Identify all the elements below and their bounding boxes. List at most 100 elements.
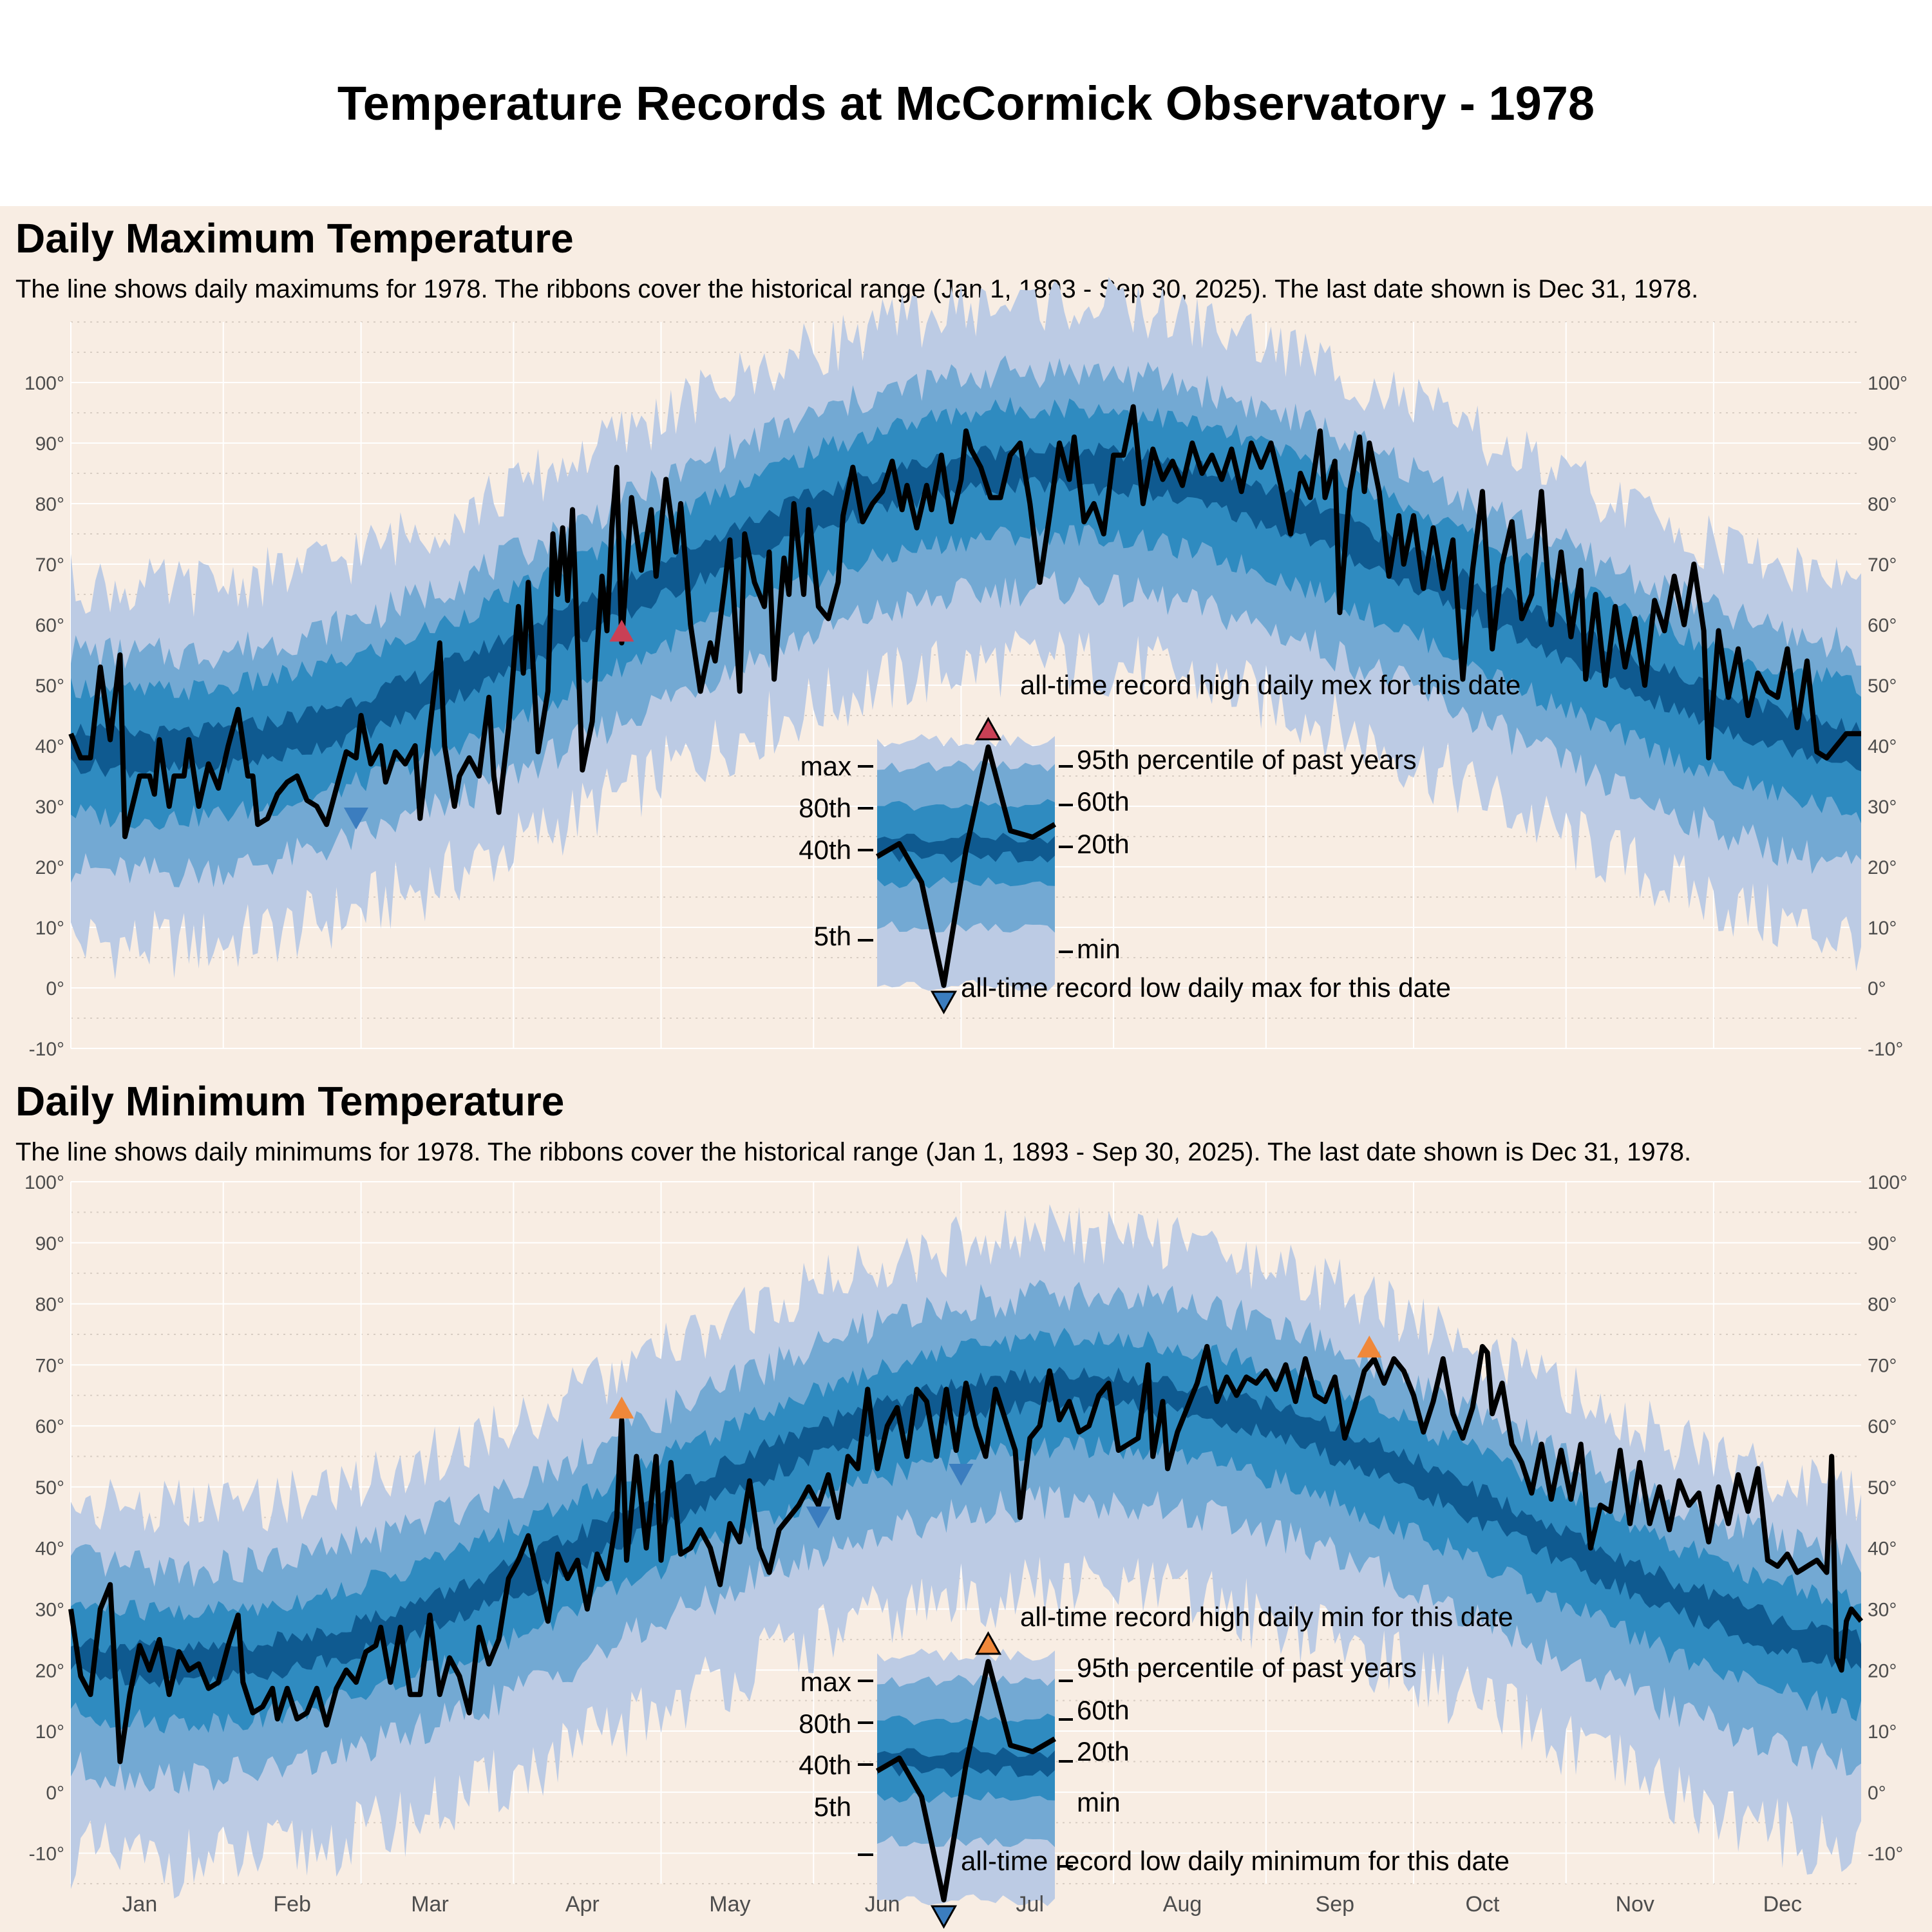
ribbon-5th-95th bbox=[71, 355, 1861, 887]
y-tick-label: 50° bbox=[1868, 676, 1897, 697]
legend-label-40th: 40th bbox=[799, 835, 851, 865]
ribbon-min-max bbox=[71, 277, 1861, 980]
y-tick-label: 100° bbox=[1868, 373, 1908, 394]
series-1978-line bbox=[68, 1343, 1864, 1765]
legend-label-80th: 80th bbox=[799, 793, 851, 823]
y-tick-label: 70° bbox=[35, 1355, 64, 1376]
y-tick-label: 60° bbox=[1868, 615, 1897, 636]
y-tick-label: 70° bbox=[1868, 554, 1897, 576]
legend-label-60th: 60th bbox=[1077, 786, 1130, 817]
record-high-marker bbox=[1357, 1335, 1382, 1358]
y-tick-label: 0° bbox=[46, 978, 64, 999]
page-title: Temperature Records at McCormick Observa… bbox=[337, 77, 1595, 130]
y-tick-label: 40° bbox=[1868, 736, 1897, 757]
x-tick-label: Dec bbox=[1763, 1892, 1802, 1917]
y-tick-label: 20° bbox=[35, 857, 64, 878]
legend-label-5th: 5th bbox=[814, 921, 851, 951]
panel-min-legend-graphic bbox=[858, 1631, 1073, 1929]
x-tick-label: May bbox=[709, 1892, 750, 1917]
panel-max-line bbox=[68, 404, 1861, 839]
x-tick-label: Mar bbox=[411, 1892, 449, 1917]
y-tick-label: -10° bbox=[1868, 1039, 1903, 1060]
y-tick-label: 40° bbox=[35, 1539, 64, 1560]
x-tick-label: Aug bbox=[1163, 1892, 1202, 1917]
panel-min-ribbons bbox=[71, 1204, 1861, 1899]
x-tick-label: Sep bbox=[1316, 1892, 1355, 1917]
panel-min-title: Daily Minimum Temperature bbox=[15, 1078, 564, 1124]
legend-label-5th: 5th bbox=[814, 1792, 851, 1822]
legend-record-high-note: all-time record high daily mex for this … bbox=[1020, 670, 1520, 700]
panel-min-record-markers bbox=[609, 1335, 1382, 1529]
legend-record-high-marker bbox=[974, 1631, 1002, 1655]
ribbon-20th-80th bbox=[71, 1327, 1861, 1734]
legend-label-max: max bbox=[800, 751, 851, 781]
legend-label-20th: 20th bbox=[1077, 1736, 1130, 1766]
y-tick-label: 100° bbox=[24, 1172, 64, 1193]
panel-max-y-axis-right: -10° 0° 10° 20° 30° 40° 50° 60° 70° 80° 90° 100° bbox=[1868, 373, 1908, 1060]
ribbon-40th-60th bbox=[71, 440, 1861, 779]
y-tick-label: 90° bbox=[35, 1233, 64, 1255]
y-tick-label: 60° bbox=[1868, 1416, 1897, 1437]
panel-max-legend-graphic bbox=[858, 716, 1073, 1015]
panel-max-subtitle: The line shows daily maximums for 1978. … bbox=[15, 275, 1698, 303]
panel-min-subtitle: The line shows daily minimums for 1978. … bbox=[15, 1138, 1691, 1166]
y-tick-label: 0° bbox=[1868, 978, 1886, 999]
y-tick-label: 30° bbox=[1868, 797, 1897, 818]
month-axis: Jan Feb Mar Apr May Jun Jul Aug Sep Oct Nov Dec bbox=[122, 1892, 1803, 1917]
y-tick-label: 50° bbox=[1868, 1477, 1897, 1499]
legend-example-line bbox=[875, 1659, 1057, 1902]
record-high-marker bbox=[609, 620, 634, 642]
y-tick-label: 10° bbox=[35, 918, 64, 939]
panel-min-line bbox=[68, 1343, 1864, 1765]
panel-min-y-axis-left: -10° 0° 10° 20° 30° 40° 50° 60° 70° 80° 90° 100° bbox=[24, 1172, 64, 1865]
y-tick-label: 100° bbox=[1868, 1172, 1908, 1193]
y-tick-label: 10° bbox=[1868, 918, 1897, 939]
legend-example-line bbox=[875, 744, 1057, 988]
ribbon-min-max bbox=[71, 1204, 1861, 1899]
y-tick-label: 70° bbox=[35, 554, 64, 576]
y-tick-label: 30° bbox=[35, 1599, 64, 1620]
x-tick-label: Apr bbox=[565, 1892, 600, 1917]
panel-max-legend: max 80th 40th 5th 95th percentile of pas… bbox=[799, 670, 1520, 1015]
y-tick-label: 30° bbox=[35, 797, 64, 818]
legend-label-95th: 95th percentile of past years bbox=[1077, 1653, 1417, 1683]
y-tick-label: 80° bbox=[1868, 1294, 1897, 1316]
legend-label-20th: 20th bbox=[1077, 829, 1130, 859]
y-tick-label: 10° bbox=[1868, 1721, 1897, 1743]
y-tick-label: -10° bbox=[29, 1039, 64, 1060]
y-tick-label: 60° bbox=[35, 615, 64, 636]
panel-min-legend: max 80th 40th 5th 95th percentile of pas… bbox=[799, 1602, 1513, 1929]
record-low-marker bbox=[806, 1506, 831, 1529]
y-tick-label: 80° bbox=[35, 1294, 64, 1316]
y-tick-label: 70° bbox=[1868, 1355, 1897, 1376]
legend-label-min: min bbox=[1077, 1787, 1121, 1817]
x-tick-label: Jul bbox=[1016, 1892, 1044, 1917]
panel-min-y-axis-right: -10° 0° 10° 20° 30° 40° 50° 60° 70° 80° 90° 100° bbox=[1868, 1172, 1908, 1865]
y-tick-label: 100° bbox=[24, 373, 64, 394]
legend-label-60th: 60th bbox=[1077, 1695, 1130, 1725]
record-low-marker bbox=[949, 1464, 974, 1486]
panel-max-record-markers bbox=[343, 620, 634, 829]
y-tick-label: 30° bbox=[1868, 1599, 1897, 1620]
y-tick-label: -10° bbox=[1868, 1844, 1903, 1865]
y-tick-label: 0° bbox=[1868, 1783, 1886, 1804]
ribbon-5th-95th bbox=[71, 1280, 1861, 1794]
y-tick-label: -10° bbox=[29, 1844, 64, 1865]
legend-record-low-note: all-time record low daily max for this d… bbox=[961, 972, 1451, 1003]
x-tick-label: Feb bbox=[273, 1892, 311, 1917]
y-tick-label: 20° bbox=[35, 1660, 64, 1681]
y-tick-label: 40° bbox=[35, 736, 64, 757]
y-tick-label: 80° bbox=[35, 494, 64, 515]
x-tick-label: Jan bbox=[122, 1892, 158, 1917]
legend-record-high-note: all-time record high daily min for this … bbox=[1020, 1602, 1513, 1632]
legend-record-low-marker bbox=[930, 1905, 958, 1929]
y-tick-label: 60° bbox=[35, 1416, 64, 1437]
series-1978-line bbox=[68, 404, 1861, 839]
x-tick-label: Jun bbox=[865, 1892, 900, 1917]
legend-label-max: max bbox=[800, 1667, 851, 1697]
panel-max-title: Daily Maximum Temperature bbox=[15, 215, 574, 261]
x-tick-label: Nov bbox=[1615, 1892, 1654, 1917]
legend-record-high-marker bbox=[974, 716, 1002, 741]
legend-record-low-note: all-time record low daily minimum for th… bbox=[961, 1846, 1510, 1876]
